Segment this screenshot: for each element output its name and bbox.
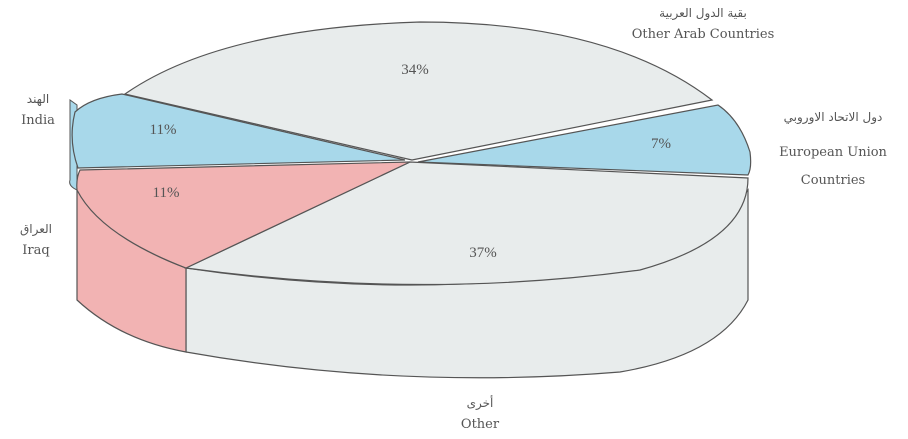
slice-india [71,93,406,169]
label-india: الهند India [8,88,68,132]
label-india-ar: الهند [26,92,50,106]
slice-eu [417,104,752,176]
label-other-en: Other [460,417,500,432]
label-other-arab: بقية الدول العربية Other Arab Countries [620,2,786,46]
label-eu: دول الاتحاد الاوروبي European Union Coun… [760,106,906,192]
label-other-ar: أخرى [466,396,494,410]
label-india-en: India [21,113,55,128]
label-other-arab-ar: بقية الدول العربية [659,6,747,20]
value-label-other-arab: 34% [401,62,429,78]
slice-iraq [76,161,411,269]
label-eu-ar: دول الاتحاد الاوروبي [783,110,883,124]
value-label-india: 11% [150,122,177,138]
value-label-iraq: 11% [153,185,180,201]
label-eu-en-line1: European Union [779,145,887,160]
label-iraq: العراق Iraq [6,218,66,262]
label-iraq-en: Iraq [22,243,50,258]
label-other-arab-en: Other Arab Countries [631,27,775,42]
label-eu-en-line2: Countries [800,173,866,188]
value-label-other: 37% [469,245,497,261]
slice-other-arab [123,21,714,161]
label-iraq-ar: العراق [19,222,53,236]
value-label-eu: 7% [651,136,671,152]
slice-other [183,161,749,286]
label-other: أخرى Other [440,392,520,436]
